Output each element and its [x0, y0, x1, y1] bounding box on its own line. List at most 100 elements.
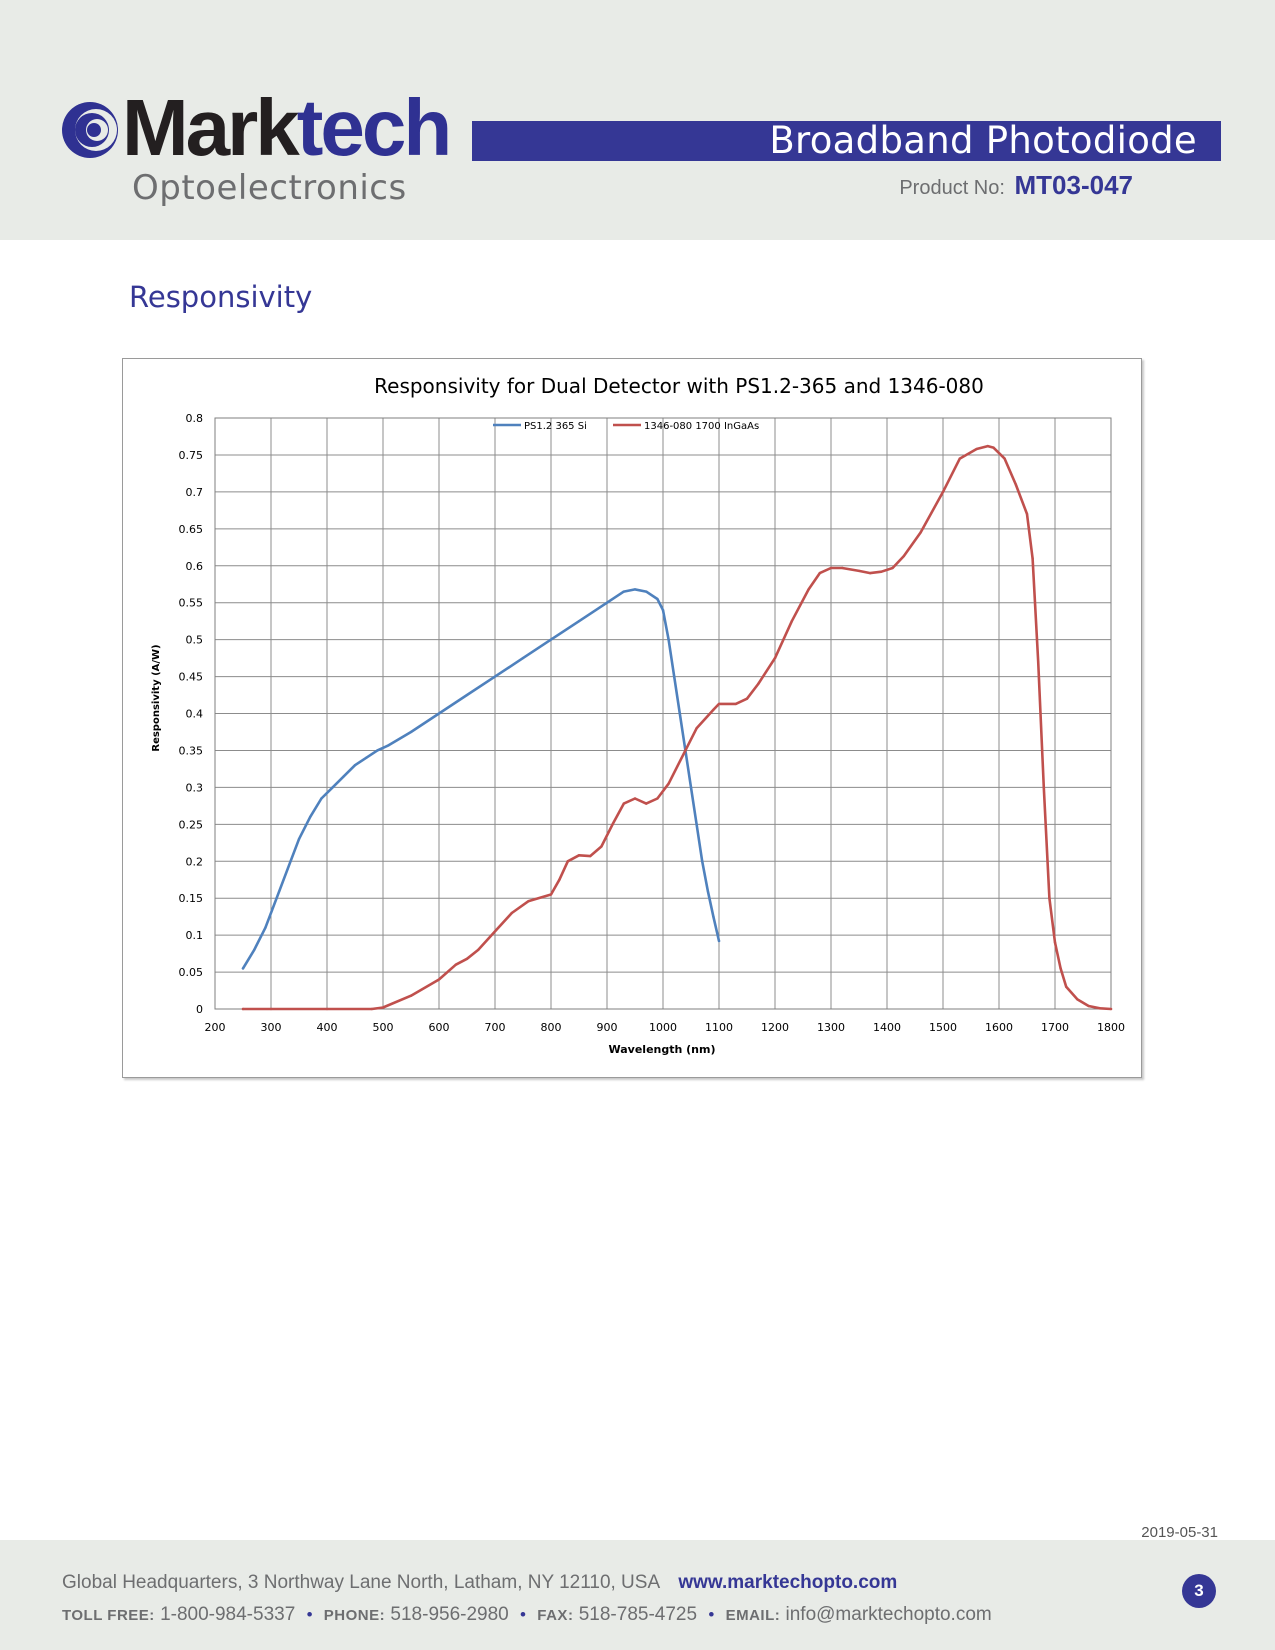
x-tick-label: 1400 [873, 1021, 901, 1034]
footer-address-line: Global Headquarters, 3 Northway Lane Nor… [62, 1572, 897, 1594]
product-number: MT03-047 [1014, 170, 1134, 200]
x-tick-label: 300 [261, 1021, 282, 1034]
y-tick-label: 0.55 [179, 597, 204, 610]
data-point [1025, 512, 1029, 516]
data-point [549, 893, 553, 896]
data-point [958, 457, 961, 460]
x-tick-label: 500 [373, 1021, 394, 1034]
data-point [689, 786, 693, 789]
data-point [376, 749, 379, 752]
email-address[interactable]: info@marktechopto.com [785, 1604, 992, 1625]
data-point [678, 712, 681, 715]
y-tick-label: 0.1 [186, 929, 204, 942]
y-tick-label: 0.2 [186, 855, 204, 868]
document-title-bar: Broadband Photodiode [472, 119, 1221, 162]
chart-svg: 200 300 400 500 600 700 800 900 1000 1100 1200 1300… [151, 374, 1126, 1056]
y-tick-label: 0.7 [186, 486, 204, 499]
y-tick-label: 0.65 [179, 523, 204, 536]
y-tick-label: 0.3 [186, 781, 204, 794]
data-point [891, 566, 894, 570]
data-point [600, 845, 603, 848]
fax-number: 518-785-4725 [578, 1604, 698, 1625]
y-tick-label: 0.5 [186, 634, 204, 647]
y-tick-label: 0.45 [179, 671, 204, 684]
data-point [661, 608, 665, 612]
data-point [667, 782, 670, 785]
data-point [695, 823, 698, 826]
brand-logo-text: Marktech [122, 83, 452, 172]
separator-bullet-icon: • [306, 1605, 313, 1624]
separator-bullet-icon: • [520, 1605, 526, 1624]
data-point [656, 597, 659, 601]
data-point [437, 712, 441, 715]
x-tick-label: 400 [317, 1021, 338, 1034]
data-point [558, 878, 561, 881]
data-point [549, 638, 553, 641]
website-link[interactable]: www.marktechopto.com [678, 1572, 898, 1593]
data-point [622, 590, 625, 593]
x-tick-label: 1500 [929, 1021, 957, 1034]
data-point [773, 656, 777, 660]
data-point [701, 860, 704, 863]
series-line-ingaas [241, 444, 1113, 1011]
y-tick-label: 0.4 [186, 708, 204, 721]
footer-contact-line: TOLL FREE: 1-800-984-5337 • PHONE: 518-9… [62, 1604, 992, 1626]
data-point [975, 447, 978, 451]
data-point [241, 1007, 245, 1011]
data-point [633, 588, 637, 591]
data-point [667, 638, 670, 641]
data-point [1014, 483, 1017, 486]
y-tick-label: 0.8 [186, 412, 204, 425]
tollfree-label: TOLL FREE: [62, 1607, 155, 1624]
data-point [477, 948, 480, 952]
x-tick-label: 1600 [985, 1021, 1013, 1034]
data-point [465, 957, 469, 960]
x-tick-label: 900 [597, 1021, 618, 1034]
chart-title: Responsivity for Dual Detector with PS1.… [374, 374, 984, 398]
data-point [712, 915, 715, 918]
y-tick-label: 0.35 [179, 744, 204, 757]
data-point [712, 708, 715, 712]
x-tick-label: 1800 [1097, 1021, 1125, 1034]
data-point [684, 749, 687, 752]
data-point [611, 823, 614, 826]
data-point [381, 1006, 385, 1009]
data-point [454, 963, 457, 966]
data-point [902, 554, 905, 558]
data-point [589, 854, 592, 858]
chart-series-lines [241, 444, 1113, 1011]
data-point [241, 967, 245, 970]
data-point [370, 1007, 373, 1011]
legend-label: PS1.2 365 Si [524, 421, 587, 432]
data-point [577, 619, 581, 623]
data-point [409, 730, 413, 734]
data-point [757, 682, 760, 686]
data-point [1059, 967, 1062, 970]
data-point [717, 939, 721, 943]
data-point [409, 994, 413, 997]
phone-label: PHONE: [323, 1607, 386, 1624]
data-point [941, 490, 945, 494]
data-point [857, 569, 861, 573]
data-point [622, 802, 625, 805]
data-point [790, 619, 793, 623]
data-point [818, 571, 821, 575]
data-point [1053, 941, 1057, 944]
page-number-badge: 3 [1182, 1574, 1216, 1608]
y-tick-label: 0 [196, 1003, 203, 1016]
data-point [706, 889, 709, 892]
data-point [869, 571, 872, 575]
chart-axes: 200 300 400 500 600 700 800 900 1000 1100 1200 1300… [179, 412, 1126, 1034]
plot-area-border [214, 417, 1112, 1010]
data-point [1087, 1004, 1090, 1008]
data-point [673, 675, 676, 678]
x-tick-label: 1000 [649, 1021, 677, 1034]
x-tick-label: 200 [205, 1021, 226, 1034]
page-footer: Global Headquarters, 3 Northway Lane Nor… [0, 1540, 1275, 1650]
data-point [807, 588, 810, 591]
x-tick-label: 800 [541, 1021, 562, 1034]
data-point [269, 1007, 273, 1011]
data-point [1098, 1007, 1101, 1010]
data-point [734, 702, 737, 706]
data-point [253, 948, 256, 952]
